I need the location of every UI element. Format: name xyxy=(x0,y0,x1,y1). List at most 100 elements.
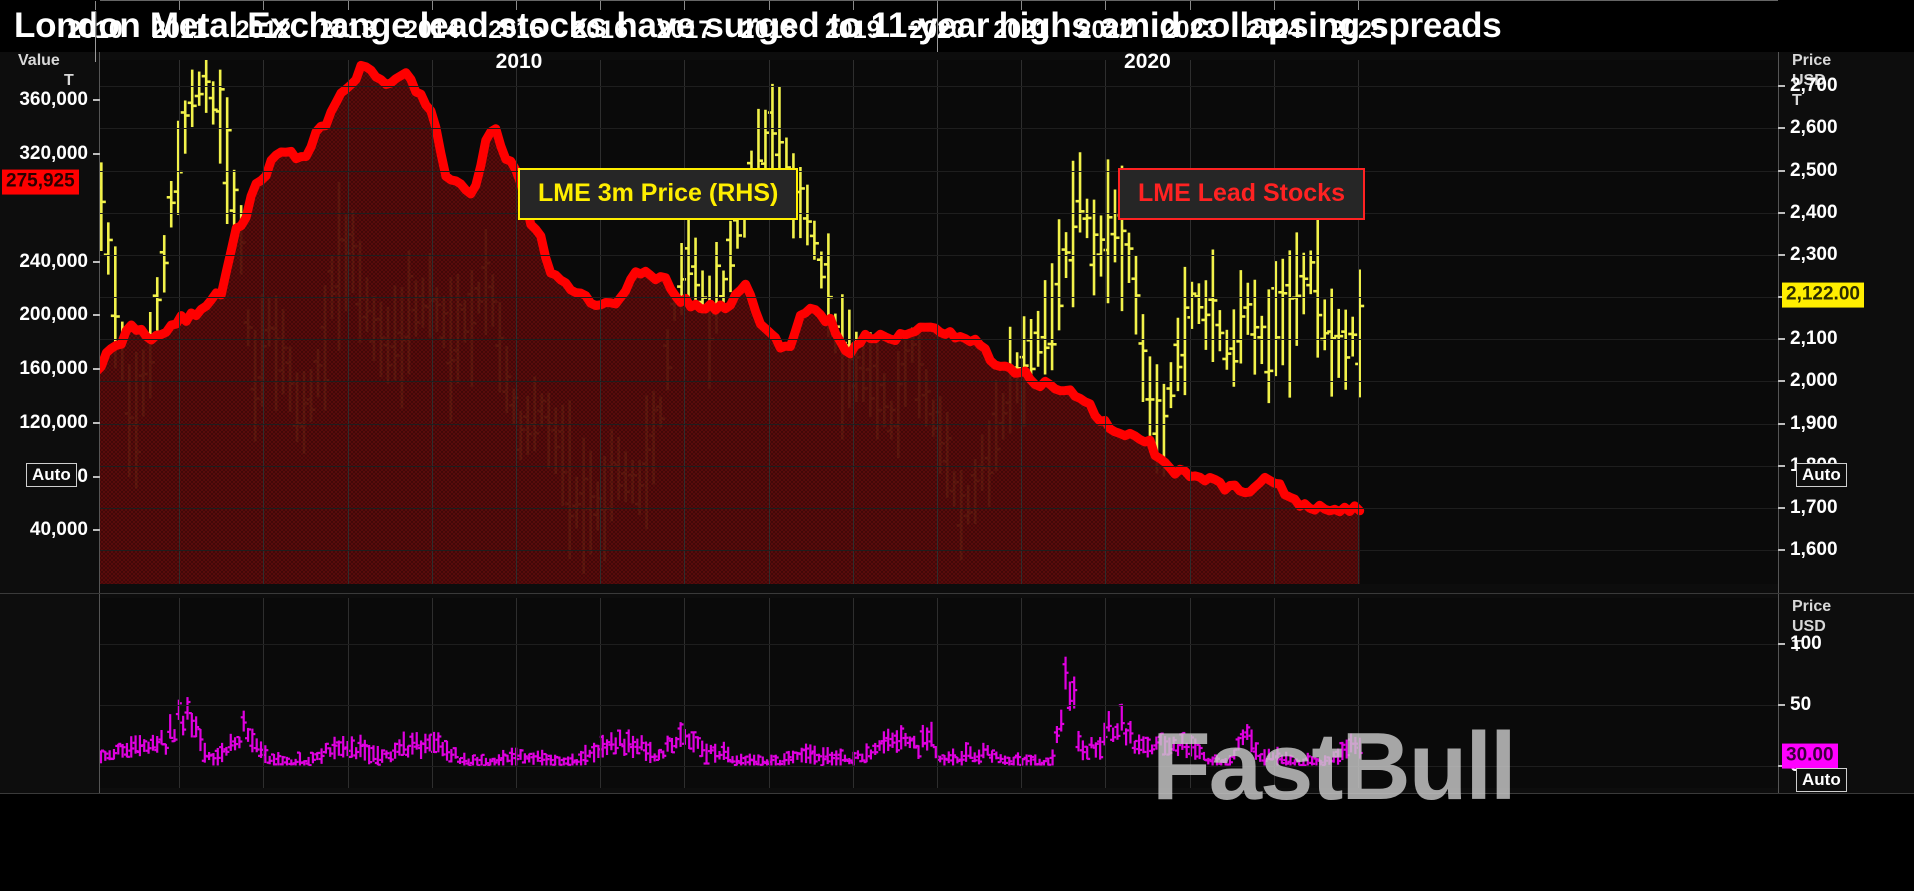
horizontal-gridline xyxy=(100,381,1778,383)
vertical-gridline xyxy=(1105,598,1107,788)
time-axis-tick xyxy=(1105,1,1107,10)
stocks-line xyxy=(100,60,1365,517)
right-axis-tick-mark xyxy=(1778,85,1785,88)
left-axis-tick-mark xyxy=(93,475,100,478)
time-axis-tick xyxy=(1189,1,1191,10)
right-axis-tick-mark xyxy=(1778,296,1785,299)
left-axis-tick-mark xyxy=(93,260,100,263)
horizontal-gridline xyxy=(100,170,1778,172)
main-plot-area[interactable] xyxy=(100,60,1778,584)
left-value-axis[interactable]: Value T 360,000 320,000 240,000 200,000 160,… xyxy=(0,52,100,594)
vertical-gridline xyxy=(1105,60,1107,584)
time-axis-tick xyxy=(431,1,433,10)
time-axis-tick xyxy=(179,1,181,10)
annotation-stocks-label: LME Lead Stocks xyxy=(1118,168,1365,220)
right-axis-tick-label: 2,300 xyxy=(1790,243,1838,265)
vertical-gridline xyxy=(937,60,938,584)
horizontal-gridline xyxy=(100,339,1778,341)
vertical-gridline xyxy=(1273,598,1275,788)
right-axis-unit: T xyxy=(1792,92,1802,109)
vertical-gridline xyxy=(263,60,265,584)
left-axis-tick-label: 120,000 xyxy=(19,411,88,433)
time-axis-tick xyxy=(1273,1,1275,10)
spread-axis-auto-button[interactable]: Auto xyxy=(1796,768,1847,793)
vertical-gridline xyxy=(431,60,433,584)
time-axis-sub-label: 2010 xyxy=(495,50,543,73)
right-axis-tick-mark xyxy=(1778,169,1785,172)
spread-axis-tick-mark xyxy=(1778,643,1785,646)
year-label: 2012 xyxy=(235,16,292,44)
horizontal-gridline xyxy=(100,508,1778,510)
left-axis-tick-label: 200,000 xyxy=(19,304,88,326)
year-label: 2024 xyxy=(1245,16,1302,44)
spread-axis-tick-mark xyxy=(1778,704,1785,707)
time-axis-tick xyxy=(1358,1,1359,10)
horizontal-gridline xyxy=(100,550,1778,552)
vertical-gridline xyxy=(1358,598,1359,788)
left-axis-tick-mark xyxy=(93,314,100,317)
vertical-gridline xyxy=(516,60,517,584)
time-axis-tick xyxy=(852,1,854,10)
year-label: 2022 xyxy=(1077,16,1134,44)
right-axis-tick-mark xyxy=(1778,127,1785,130)
left-axis-tick-label: 360,000 xyxy=(19,89,88,111)
left-axis-tick-mark xyxy=(93,529,100,532)
annotation-price-label: LME 3m Price (RHS) xyxy=(518,168,799,220)
horizontal-gridline xyxy=(100,254,1778,256)
time-axis-tick xyxy=(516,1,517,10)
right-price-axis[interactable]: Price USD T 2,7002,6002,5002,4002,3002,2… xyxy=(1778,52,1914,594)
right-axis-tick-mark xyxy=(1778,464,1785,467)
left-axis-auto-button[interactable]: Auto xyxy=(26,463,77,488)
year-label: 2023 xyxy=(1161,16,1218,44)
right-axis-tick-label: 2,000 xyxy=(1790,370,1838,392)
spread-value-badge: 30.00 xyxy=(1782,743,1838,769)
left-axis-tick-mark xyxy=(93,421,100,424)
vertical-gridline xyxy=(684,60,686,584)
main-chart-panel: Value T 360,000 320,000 240,000 200,000 160,… xyxy=(0,52,1914,594)
time-axis-tick xyxy=(600,1,602,10)
time-axis-tick xyxy=(347,1,349,10)
vertical-gridline xyxy=(179,60,181,584)
right-axis-name: Price xyxy=(1792,52,1832,69)
right-axis-tick-label: 2,100 xyxy=(1790,328,1838,350)
time-axis-cursor-line xyxy=(937,4,938,52)
year-label: 2013 xyxy=(319,16,376,44)
spread-right-axis[interactable]: Price USD T 100500 30.00 Auto xyxy=(1778,594,1914,794)
year-label: 2018 xyxy=(740,16,797,44)
spread-right-axis-border xyxy=(1778,594,1779,794)
right-axis-tick-mark xyxy=(1778,253,1785,256)
horizontal-gridline xyxy=(100,297,1778,299)
horizontal-gridline xyxy=(100,212,1778,214)
year-label: 2011 xyxy=(152,16,207,44)
time-axis-tick xyxy=(684,1,686,10)
vertical-gridline xyxy=(768,598,770,788)
vertical-gridline xyxy=(852,598,854,788)
vertical-gridline xyxy=(1189,60,1191,584)
horizontal-gridline xyxy=(100,465,1778,467)
vertical-gridline xyxy=(600,60,602,584)
spread-ohlc-bars xyxy=(100,656,1363,767)
spread-axis-tick-mark xyxy=(1778,765,1785,768)
left-axis-tick-mark xyxy=(93,153,100,156)
spread-left-axis xyxy=(0,594,100,794)
left-axis-tick-mark xyxy=(93,99,100,102)
time-axis-cursor-line xyxy=(95,12,96,62)
vertical-gridline xyxy=(1273,60,1275,584)
spread-axis-tick-label: 50 xyxy=(1790,694,1812,716)
right-axis-tick-label: 2,400 xyxy=(1790,201,1838,223)
left-axis-tick-label: 40,000 xyxy=(29,519,88,541)
vertical-gridline xyxy=(263,598,265,788)
spread-plot-area[interactable] xyxy=(100,598,1778,788)
right-axis-auto-button[interactable]: Auto xyxy=(1796,463,1847,488)
right-axis-tick-label: 2,600 xyxy=(1790,117,1838,139)
spread-axis-unit: T xyxy=(1792,638,1802,655)
time-axis-tick xyxy=(768,1,770,10)
horizontal-gridline xyxy=(100,86,1778,88)
time-axis-tick xyxy=(1021,1,1023,10)
left-axis-tick-label: 160,000 xyxy=(19,358,88,380)
left-axis-tick-label: 240,000 xyxy=(19,250,88,272)
right-axis-tick-mark xyxy=(1778,549,1785,552)
right-axis-tick-mark xyxy=(1778,338,1785,341)
right-axis-tick-label: 1,600 xyxy=(1790,539,1838,561)
year-label: 2016 xyxy=(572,16,628,44)
